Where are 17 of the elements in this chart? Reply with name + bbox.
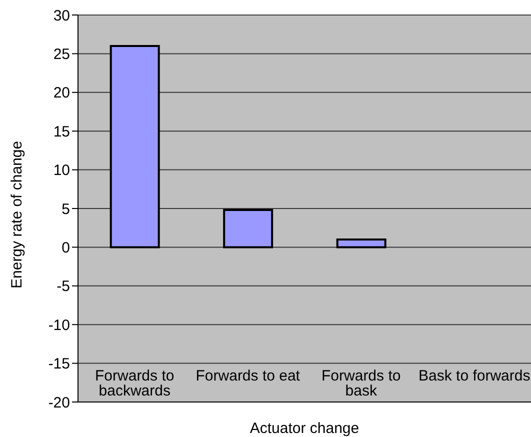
x-axis-title: Actuator change bbox=[250, 420, 360, 437]
y-tick-label: -15 bbox=[48, 356, 70, 373]
y-tick-label: -5 bbox=[56, 278, 70, 296]
y-tick-label: 15 bbox=[53, 123, 70, 140]
y-tick-label: 30 bbox=[53, 7, 70, 24]
y-tick-label: 10 bbox=[53, 162, 70, 180]
y-tick-label: 20 bbox=[53, 84, 70, 102]
y-axis-title: Energy rate of change bbox=[8, 140, 26, 288]
x-tick-label: Forwards to backwards bbox=[95, 368, 174, 400]
x-tick-label: Bask to forwards bbox=[418, 368, 530, 385]
x-tick-label: Forwards to bask bbox=[322, 368, 401, 400]
y-tick-label: -20 bbox=[48, 394, 70, 412]
y-tick-label: -10 bbox=[48, 316, 70, 334]
y-tick-label: 5 bbox=[62, 200, 70, 218]
y-tick-label: 25 bbox=[53, 46, 70, 64]
x-tick-label: Forwards to eat bbox=[196, 368, 301, 385]
y-tick-label: 0 bbox=[62, 240, 70, 257]
